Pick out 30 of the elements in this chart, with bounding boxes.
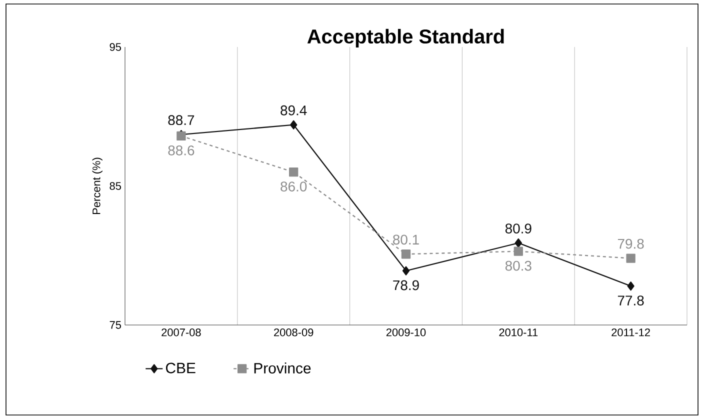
data-label: 80.1 (393, 234, 419, 245)
point (627, 281, 634, 291)
data-label: 86.0 (280, 182, 307, 192)
x-tick-label: 2008-09 (274, 328, 314, 336)
point (514, 238, 522, 248)
y-tick-label: 75 (110, 321, 122, 329)
point (626, 254, 636, 263)
legend-label: Province (254, 362, 311, 374)
y-tick-label: 85 (110, 182, 122, 190)
point (290, 120, 298, 130)
x-tick-label: 2011-12 (612, 328, 650, 336)
legend-label: CBE (166, 362, 196, 374)
data-label: 88.7 (168, 115, 194, 126)
data-label: 80.3 (505, 260, 532, 271)
x-tick-label: 2009-10 (386, 328, 426, 336)
data-label: 88.6 (168, 145, 194, 156)
chart-title: Acceptable Standard (307, 28, 504, 48)
x-tick-label: 2010-11 (499, 328, 538, 336)
point (402, 266, 410, 276)
data-label: 77.8 (618, 296, 644, 306)
point (289, 168, 298, 177)
data-label: 79.8 (618, 238, 644, 249)
y-tick-label: 95 (110, 43, 122, 51)
data-label: 89.4 (280, 105, 307, 116)
data-label: 78.9 (393, 280, 419, 290)
point (401, 250, 411, 259)
y-axis-title: Percent (%) (92, 158, 102, 214)
data-label: 80.9 (505, 224, 532, 234)
x-tick-label: 2007-08 (162, 328, 201, 336)
point (514, 246, 523, 256)
